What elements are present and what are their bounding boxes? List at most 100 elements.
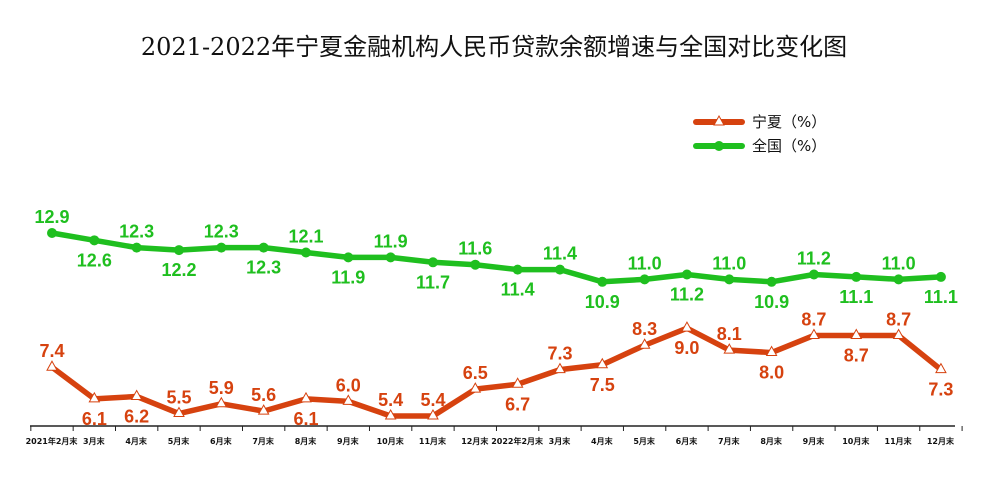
data-point-national: [681, 269, 692, 280]
data-point-ningxia: [511, 377, 524, 388]
data-point-ningxia: [723, 343, 736, 354]
data-point-national: [343, 252, 354, 263]
x-tick-label: 9月末: [803, 436, 825, 446]
data-point-national: [766, 276, 777, 287]
data-label-ningxia: 8.1: [717, 324, 742, 344]
x-tick-label: 12月末: [927, 436, 954, 446]
data-point-national: [808, 269, 819, 280]
x-tick-label: 8月末: [295, 436, 317, 446]
data-label-national: 11.6: [458, 239, 492, 259]
data-label-ningxia: 7.3: [547, 344, 572, 364]
data-label-ningxia: 6.2: [124, 406, 149, 426]
series-group: [46, 228, 947, 420]
data-label-ningxia: 5.6: [251, 385, 276, 405]
x-tick-label: 7月末: [252, 436, 274, 446]
legend-triangle-icon: [713, 114, 725, 126]
data-label-national: 11.9: [374, 231, 408, 251]
data-label-national: 11.4: [543, 244, 577, 264]
x-tick-label: 5月末: [168, 436, 190, 446]
chart-title: 2021-2022年宁夏金融机构人民币贷款余额增速与全国对比变化图: [141, 33, 847, 61]
data-label-ningxia: 8.3: [632, 319, 657, 339]
data-label-national: 11.1: [924, 287, 958, 307]
data-label-national: 12.2: [161, 260, 196, 280]
data-point-ningxia: [215, 396, 228, 408]
legend-circle-icon: [714, 141, 724, 151]
series-line-ningxia: [49, 325, 944, 419]
data-label-ningxia: 9.0: [674, 338, 699, 358]
data-point-national: [427, 257, 438, 268]
x-tick-label: 3月末: [549, 436, 571, 446]
data-label-national: 11.0: [628, 253, 662, 273]
data-point-ningxia: [469, 382, 482, 393]
data-point-ningxia: [638, 338, 651, 349]
data-label-national: 12.9: [34, 207, 69, 227]
data-point-national: [470, 259, 481, 270]
legend-label-national: 全国（%）: [752, 137, 826, 155]
data-label-national: 12.3: [119, 222, 154, 242]
data-label-ningxia: 5.4: [420, 390, 445, 410]
data-point-national: [851, 271, 862, 282]
data-label-ningxia: 6.0: [336, 375, 361, 395]
data-label-national: 12.6: [77, 250, 112, 270]
legend-item-national: 全国（%）: [693, 137, 826, 155]
data-label-ningxia: 5.4: [378, 390, 403, 410]
data-point-ningxia: [808, 328, 820, 339]
x-tick-label: 3月末: [83, 436, 105, 446]
data-label-national: 11.4: [501, 280, 535, 300]
data-label-ningxia: 6.1: [82, 409, 107, 429]
data-label-national: 11.2: [797, 248, 831, 268]
data-point-national: [131, 242, 142, 253]
x-tick-label: 6月末: [676, 436, 698, 446]
legend-label-ningxia: 宁夏（%）: [752, 113, 826, 131]
data-label-ningxia: 8.0: [759, 363, 784, 383]
data-point-ningxia: [257, 404, 270, 415]
data-point-national: [639, 274, 650, 285]
data-point-ningxia: [300, 391, 312, 403]
data-label-national: 11.2: [670, 284, 704, 304]
data-point-national: [724, 274, 735, 285]
data-label-ningxia: 8.7: [801, 309, 826, 329]
data-point-national: [554, 264, 565, 275]
data-point-ningxia: [765, 345, 778, 357]
data-label-ningxia: 8.7: [886, 309, 911, 329]
data-label-national: 12.3: [246, 258, 281, 278]
data-label-ningxia: 7.5: [590, 375, 615, 395]
x-tick-label: 11月末: [885, 436, 912, 446]
data-labels: 7.4 6.1 6.2 5.5 5.9 5.6 6.1 6.0 5.4 5.4 6.5 6.7 7.3 7…: [34, 207, 957, 429]
data-point-national: [258, 242, 269, 253]
data-label-national: 10.9: [754, 292, 789, 312]
data-point-ningxia: [173, 406, 185, 418]
data-point-ningxia: [554, 362, 566, 374]
data-label-ningxia: 6.7: [505, 394, 530, 414]
x-tick-label: 2022年2月末: [491, 436, 543, 446]
x-tick-label: 12月末: [461, 436, 488, 446]
data-point-ningxia: [384, 408, 397, 420]
data-point-ningxia: [681, 321, 693, 332]
data-point-ningxia: [596, 357, 609, 369]
x-tick-label: 9月末: [337, 436, 359, 446]
data-label-national: 11.9: [331, 267, 365, 287]
data-label-ningxia: 7.3: [928, 380, 953, 400]
x-tick-label: 10月末: [377, 436, 404, 446]
x-tick-label: 6月末: [210, 436, 232, 446]
x-tick-label: 11月末: [419, 436, 446, 446]
data-point-ningxia: [427, 408, 439, 420]
x-tick-label: 2021年2月末: [26, 436, 78, 446]
data-point-national: [893, 274, 904, 285]
x-axis: 2021年2月末 3月末 4月末 5月末 6月末 7月末 8月末 9月末 10月末 11月末 12月…: [26, 425, 963, 446]
data-label-ningxia: 5.5: [166, 388, 191, 408]
data-point-ningxia: [46, 360, 58, 371]
legend: 宁夏（%） 全国（%）: [693, 113, 826, 155]
data-label-national: 11.0: [712, 253, 746, 273]
data-point-national: [935, 271, 946, 282]
data-label-ningxia: 6.1: [293, 409, 318, 429]
data-label-national: 12.1: [288, 227, 323, 247]
data-label-national: 11.7: [416, 272, 450, 292]
data-point-national: [597, 276, 608, 287]
data-point-ningxia: [342, 394, 355, 405]
data-label-national: 11.0: [882, 253, 916, 273]
data-point-ningxia: [935, 362, 947, 374]
data-point-ningxia: [892, 328, 905, 339]
data-label-ningxia: 6.5: [463, 363, 488, 383]
